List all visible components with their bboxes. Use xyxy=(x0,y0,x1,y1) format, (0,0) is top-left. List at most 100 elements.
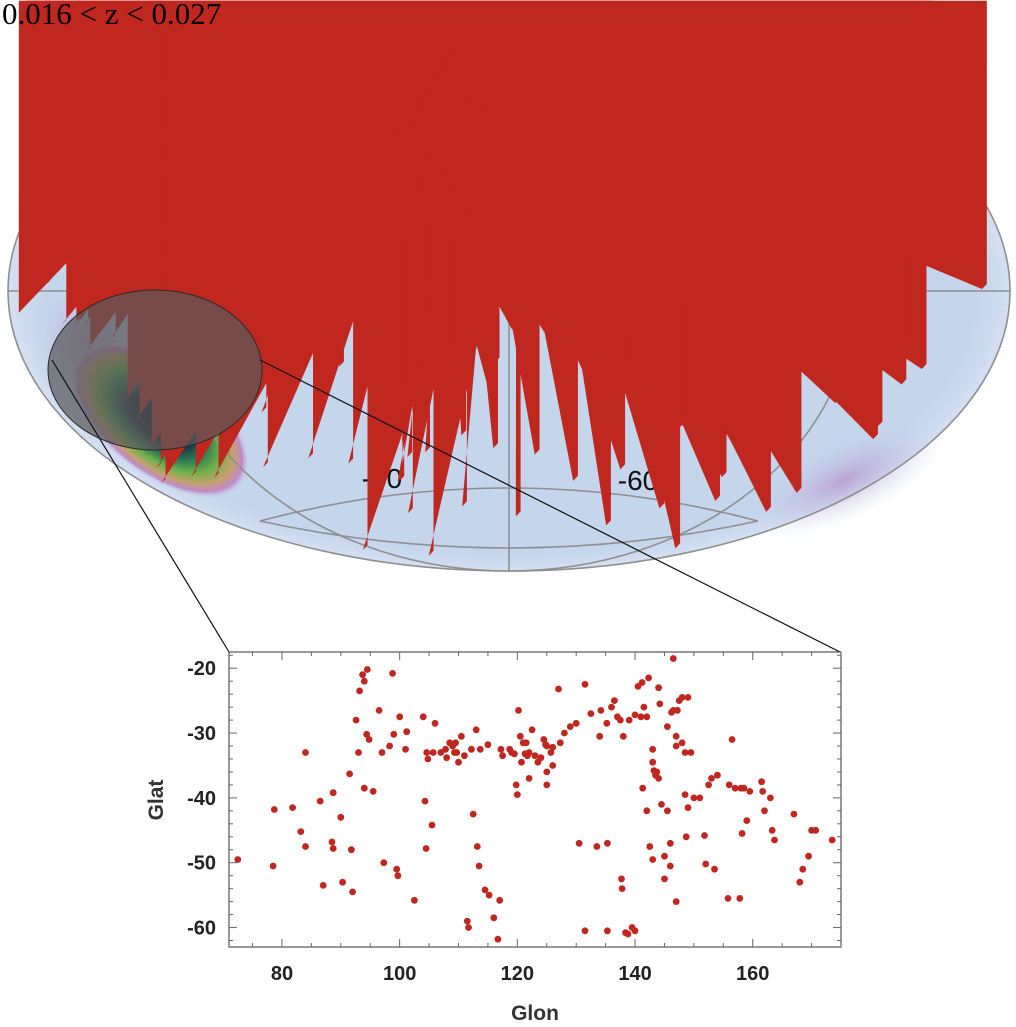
data-point xyxy=(369,788,377,795)
data-point xyxy=(812,826,820,834)
data-point xyxy=(465,924,472,931)
data-point xyxy=(724,895,732,902)
data-point xyxy=(339,878,346,886)
data-point xyxy=(537,754,545,762)
data-point xyxy=(587,710,595,717)
data-point xyxy=(472,726,480,734)
density-fog-right xyxy=(743,421,947,539)
data-point xyxy=(378,749,386,756)
data-point xyxy=(736,895,744,902)
data-point xyxy=(475,862,483,870)
data-point xyxy=(363,666,371,673)
data-point xyxy=(270,806,278,813)
data-point xyxy=(664,807,671,815)
data-point xyxy=(525,775,533,782)
data-point xyxy=(805,852,812,860)
data-point xyxy=(429,749,437,756)
data-point xyxy=(531,752,539,760)
data-point xyxy=(356,687,363,695)
inset-scatter-plot: 80 100 120 140 160 -20 -30 -40 -50 -60 Glon Glat xyxy=(145,651,842,1025)
data-point xyxy=(575,839,583,847)
data-point xyxy=(799,865,807,873)
x-tick-label: 160 xyxy=(736,963,769,985)
data-point xyxy=(638,679,646,686)
data-point xyxy=(561,729,568,737)
data-point xyxy=(768,826,776,834)
data-point xyxy=(346,770,353,778)
data-point xyxy=(646,843,654,850)
sky-markers xyxy=(14,0,987,556)
y-tick-label: -40 xyxy=(187,788,216,810)
data-point xyxy=(672,732,680,740)
data-point xyxy=(547,749,555,756)
data-point xyxy=(640,703,648,711)
data-point xyxy=(661,852,668,860)
data-point xyxy=(513,791,521,798)
data-point xyxy=(394,872,402,880)
data-point xyxy=(653,768,661,776)
data-point xyxy=(572,719,580,727)
data-point xyxy=(316,797,324,805)
data-point xyxy=(738,830,746,837)
data-point xyxy=(639,784,647,792)
data-point xyxy=(518,758,525,766)
data-point xyxy=(674,707,681,714)
data-point xyxy=(328,838,336,846)
data-point xyxy=(349,888,356,896)
connector-line-right xyxy=(259,359,841,653)
data-point xyxy=(511,750,518,758)
data-point xyxy=(714,771,721,779)
data-point xyxy=(631,711,639,719)
data-point xyxy=(728,736,736,743)
data-point xyxy=(549,762,557,769)
data-point xyxy=(469,810,477,818)
data-point xyxy=(746,788,754,795)
data-point xyxy=(302,843,309,850)
data-point xyxy=(437,749,445,756)
data-point xyxy=(443,754,451,762)
data-point xyxy=(359,671,366,679)
data-point xyxy=(725,781,733,789)
data-point xyxy=(543,768,551,776)
data-point xyxy=(431,719,439,727)
data-point xyxy=(512,781,520,789)
data-point xyxy=(759,788,767,795)
data-point xyxy=(549,743,557,751)
data-point xyxy=(682,833,690,841)
data-point xyxy=(616,716,624,724)
data-point xyxy=(767,794,774,802)
data-point xyxy=(452,739,459,747)
x-tick-label: 100 xyxy=(383,963,416,985)
x-axis-label: Glon xyxy=(511,1002,559,1022)
data-point xyxy=(419,713,427,721)
data-point xyxy=(702,860,710,868)
data-point xyxy=(329,845,337,852)
data-point xyxy=(643,713,651,721)
data-point xyxy=(411,896,418,904)
data-point xyxy=(494,935,502,943)
data-point xyxy=(796,878,804,886)
x-tick-label: 80 xyxy=(271,963,293,985)
data-point xyxy=(604,927,611,935)
data-point xyxy=(499,752,506,760)
data-point xyxy=(543,781,551,789)
data-point xyxy=(540,736,548,743)
data-point xyxy=(666,862,674,870)
data-point xyxy=(631,927,639,935)
data-point xyxy=(348,846,355,854)
data-point xyxy=(618,875,625,883)
data-point xyxy=(701,832,708,839)
data-point xyxy=(681,791,689,798)
x-tick-label: 140 xyxy=(618,963,651,985)
data-point xyxy=(473,843,481,850)
data-point xyxy=(711,865,718,873)
data-point xyxy=(380,859,388,867)
data-point xyxy=(611,697,618,704)
data-point xyxy=(453,749,461,756)
data-point xyxy=(458,732,465,740)
data-point xyxy=(678,739,686,747)
data-point xyxy=(705,781,712,789)
data-point xyxy=(463,917,471,925)
data-point xyxy=(597,707,605,714)
